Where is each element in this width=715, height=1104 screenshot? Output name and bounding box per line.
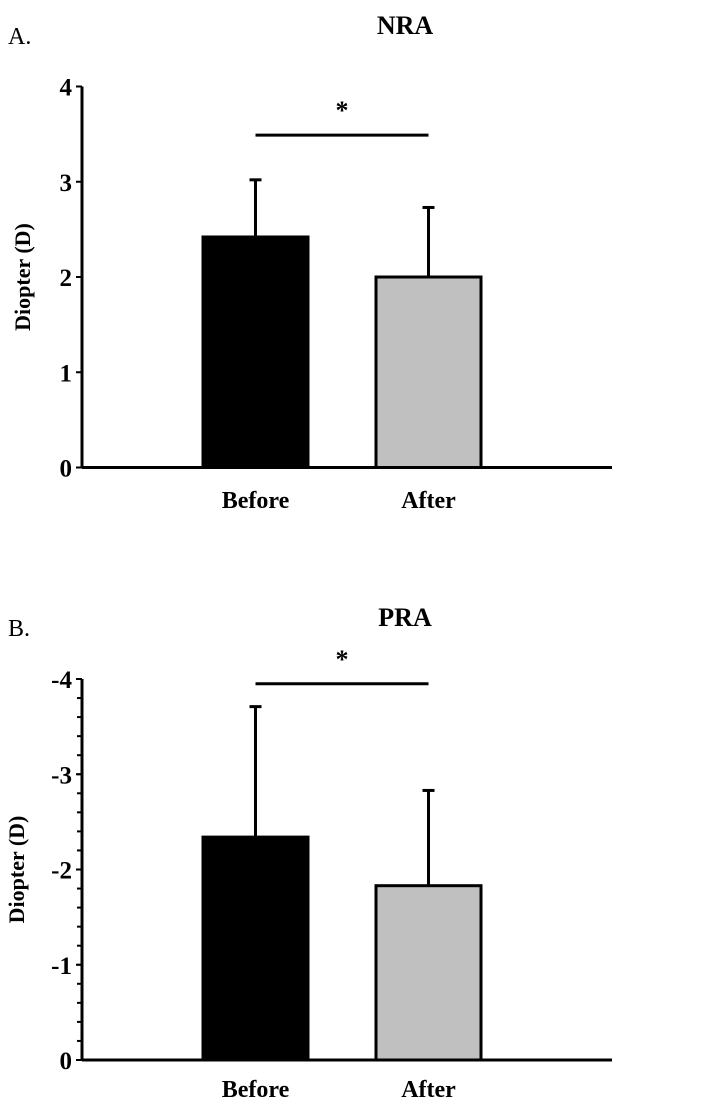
y-tick-label: -2: [51, 858, 72, 885]
bar-before: [201, 835, 310, 1062]
y-tick-label: 3: [60, 170, 73, 197]
significance-marker: *: [336, 645, 349, 674]
chart-panel-pra: B. PRA Diopter (D) 0 -1 -2 -3 -4 Before After *: [4, 603, 612, 1103]
significance-marker: *: [336, 96, 349, 125]
panel-label: A.: [8, 24, 31, 50]
panel-label: B.: [8, 616, 30, 642]
bar-after: [374, 275, 483, 469]
chart-title: NRA: [377, 11, 434, 40]
y-tick-label: -1: [51, 953, 72, 980]
y-tick-label: 0: [60, 1048, 73, 1075]
chart-panel-nra: A. NRA Diopter (D) 0 1 2 3 4 Before After *: [8, 11, 612, 514]
x-tick-label: Before: [222, 1077, 290, 1103]
x-tick-label: After: [401, 488, 456, 514]
bar-before: [201, 235, 310, 469]
y-tick-label: 1: [60, 360, 73, 387]
y-axis-label: Diopter (D): [10, 223, 35, 331]
y-tick-label: -3: [51, 762, 72, 789]
x-tick-label: After: [401, 1077, 456, 1103]
y-axis-label: Diopter (D): [4, 816, 29, 924]
bar-after: [374, 884, 483, 1062]
y-tick-label: 0: [60, 456, 73, 483]
chart-title: PRA: [378, 603, 432, 632]
y-tick-label: 2: [60, 265, 73, 292]
y-tick-label: 4: [60, 75, 73, 102]
x-tick-label: Before: [222, 488, 290, 514]
y-tick-label: -4: [51, 667, 72, 694]
